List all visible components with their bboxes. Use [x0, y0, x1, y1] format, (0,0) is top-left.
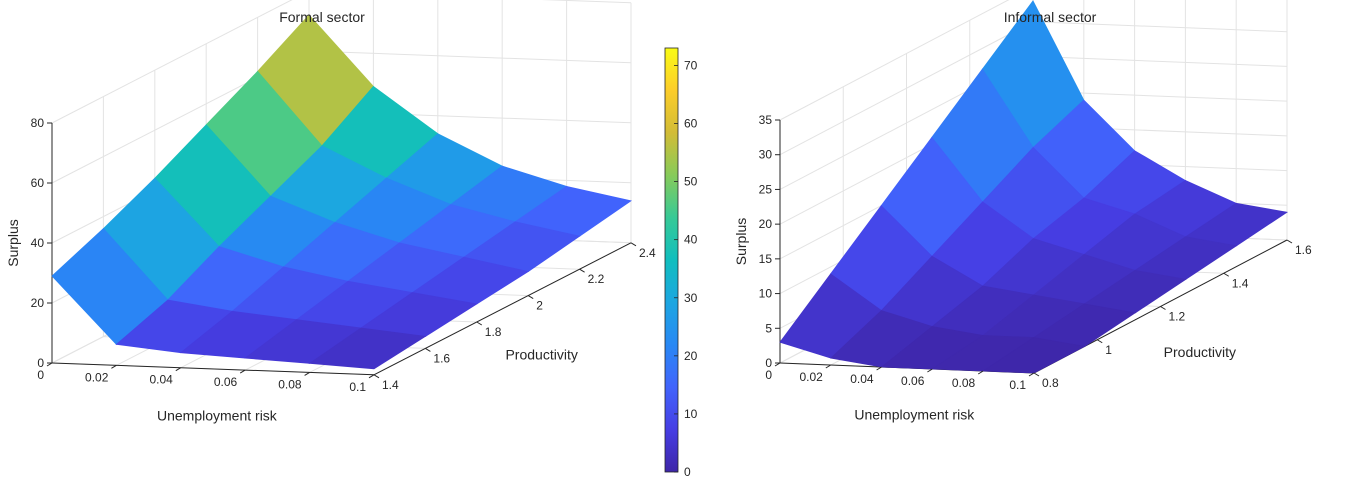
- x-tick-label: 0.04: [149, 373, 173, 387]
- x-tick-label: 0.06: [214, 375, 238, 389]
- formal-sector-plot: 0 0.02 0.04 0.06 0.08 0.1 1.4 1.6 1.8 2 2.2 2.4 0 20 4…: [5, 0, 656, 423]
- colorbar: 0 10 20 30 40 50 60 70: [664, 47, 698, 479]
- z-axis-label: Surplus: [5, 219, 21, 266]
- colorbar-tick-label: 20: [684, 349, 698, 363]
- y-axis-label: Productivity: [505, 346, 577, 362]
- x-axis-label: Unemployment risk: [157, 407, 278, 423]
- tick-labels: 0 0.02 0.04 0.06 0.08 0.1 1.4 1.6 1.8 2 2.2 2.4 0 20 4…: [31, 116, 656, 394]
- surface-patch: [981, 337, 1086, 374]
- colorbar-tick-label: 70: [684, 58, 698, 72]
- y-tick-label: 1: [1105, 343, 1112, 357]
- surface: [779, 0, 1289, 374]
- surface: [51, 14, 632, 370]
- y-tick-label: 0.8: [1042, 376, 1059, 390]
- z-tick-label: 30: [759, 148, 773, 162]
- x-tick-label: 0: [765, 368, 772, 382]
- y-tick-label: 2.2: [588, 272, 605, 286]
- colorbar-tick-label: 40: [684, 233, 698, 247]
- y-axis-line: [373, 242, 632, 376]
- colorbar-gradient: [664, 47, 679, 473]
- x-tick-label: 0.02: [799, 370, 823, 384]
- y-tick-label: 1.4: [1232, 276, 1249, 290]
- z-tick-label: 25: [759, 182, 773, 196]
- z-tick-label: 60: [31, 176, 45, 190]
- z-tick-label: 0: [37, 356, 44, 370]
- z-tick-label: 40: [31, 236, 45, 250]
- informal-sector-plot: 0 0.02 0.04 0.06 0.08 0.1 0.8 1 1.2 1.4 1.6 0 5 10 15 2…: [733, 0, 1312, 423]
- z-tick-label: 5: [765, 321, 772, 335]
- z-tick-label: 20: [759, 217, 773, 231]
- z-axis-label: Surplus: [733, 218, 749, 265]
- chart-title: Formal sector: [279, 9, 365, 25]
- x-tick-label: 0.1: [1009, 378, 1026, 392]
- colorbar-tick-label: 10: [684, 407, 698, 421]
- surface-patch: [308, 327, 427, 370]
- y-tick-label: 1.2: [1169, 310, 1186, 324]
- x-axis-label: Unemployment risk: [854, 407, 975, 423]
- z-tick-label: 80: [31, 116, 45, 130]
- tick-labels: 0 0.02 0.04 0.06 0.08 0.1 0.8 1 1.2 1.4 1.6 0 5 10 15 2…: [759, 113, 1312, 392]
- y-tick-label: 1.6: [1295, 243, 1312, 257]
- z-tick-label: 15: [759, 252, 773, 266]
- colorbar-tick-label: 30: [684, 291, 698, 305]
- chart-title: Informal sector: [1004, 9, 1097, 25]
- x-tick-label: 0.08: [278, 377, 302, 391]
- y-tick-label: 2: [536, 299, 543, 313]
- z-tick-label: 20: [31, 296, 45, 310]
- y-tick-label: 1.8: [485, 325, 502, 339]
- x-tick-label: 0.08: [952, 376, 976, 390]
- colorbar-tick-label: 0: [684, 465, 691, 479]
- y-tick-label: 2.4: [639, 246, 656, 260]
- x-tick-label: 0.1: [349, 380, 366, 394]
- colorbar-tick-label: 60: [684, 117, 698, 131]
- z-tick-label: 10: [759, 287, 773, 301]
- y-axis-label: Productivity: [1164, 344, 1236, 360]
- colorbar-tick-label: 50: [684, 175, 698, 189]
- x-tick-label: 0.06: [901, 374, 925, 388]
- x-tick-label: 0.04: [850, 372, 874, 386]
- x-axis-line: [51, 362, 375, 376]
- x-tick-label: 0: [37, 368, 44, 382]
- x-tick-label: 0.02: [85, 370, 109, 384]
- y-tick-label: 1.6: [433, 351, 450, 365]
- y-tick-label: 1.4: [382, 378, 399, 392]
- z-tick-label: 35: [759, 113, 773, 127]
- z-tick-label: 0: [765, 356, 772, 370]
